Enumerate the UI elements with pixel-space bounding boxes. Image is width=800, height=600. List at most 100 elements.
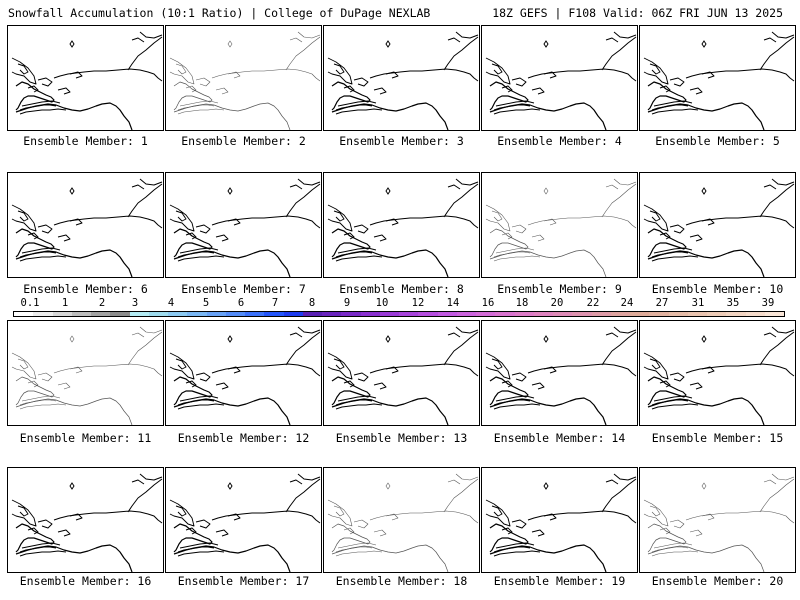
ensemble-map-panel [7, 172, 164, 278]
great-lakes-outline [643, 57, 715, 95]
colorbar-swatch [341, 312, 361, 316]
colorbar-swatch [283, 312, 303, 316]
diamond-marker-icon [385, 40, 391, 48]
diamond-marker-icon [69, 187, 75, 195]
diamond-marker-icon [227, 335, 233, 343]
colorbar-swatch [745, 312, 765, 316]
coastline [15, 228, 133, 277]
colorbar-swatch [437, 312, 457, 316]
ensemble-map-panel [323, 320, 480, 426]
snowfall-contour [19, 247, 67, 262]
colorbar-tick-label: 39 [761, 297, 775, 309]
colorbar-swatch [476, 312, 496, 316]
border-line [685, 473, 795, 524]
colorbar-swatch [379, 312, 399, 316]
ensemble-member-label: Ensemble Member: 15 [651, 431, 784, 445]
basemap-outline [169, 326, 321, 425]
great-lakes-outline [169, 352, 241, 390]
coastline [331, 81, 449, 130]
ensemble-member-label: Ensemble Member: 7 [181, 282, 306, 296]
coastline [331, 523, 449, 572]
colorbar-tick-label: 3 [131, 297, 139, 309]
diamond-marker-icon [227, 40, 233, 48]
colorbar-tick-label: 18 [515, 297, 529, 309]
colorbar-swatch [687, 312, 707, 316]
coastline [173, 523, 291, 572]
ensemble-member-label: Ensemble Member: 17 [177, 574, 310, 588]
snowfall-contour [177, 100, 225, 115]
coastline [647, 228, 765, 277]
border-line [369, 31, 479, 82]
ensemble-map-panel [481, 25, 638, 131]
basemap-outline [11, 473, 163, 572]
border-line [211, 326, 321, 377]
ensemble-map-panel [323, 172, 480, 278]
ensemble-member-label: Ensemble Member: 14 [493, 431, 626, 445]
diamond-marker-icon [227, 482, 233, 490]
colorbar-swatch [553, 312, 573, 316]
colorbar-swatch [322, 312, 342, 316]
great-lakes-outline [643, 499, 715, 537]
ensemble-member-label: Ensemble Member: 2 [181, 134, 306, 148]
diamond-marker-icon [385, 482, 391, 490]
border-line [527, 473, 637, 524]
basemap-outline [11, 326, 163, 425]
coastline [489, 376, 607, 425]
diamond-marker-icon [69, 482, 75, 490]
colorbar-swatch [764, 312, 784, 316]
great-lakes-outline [327, 352, 399, 390]
diamond-marker-icon [543, 40, 549, 48]
colorbar-swatch [495, 312, 515, 316]
diamond-marker-icon [543, 482, 549, 490]
diamond-marker-icon [543, 187, 549, 195]
basemap-outline [327, 326, 479, 425]
border-line [211, 178, 321, 229]
ensemble-member-label: Ensemble Member: 13 [335, 431, 468, 445]
colorbar-tick-label: 24 [620, 297, 634, 309]
colorbar-swatch [630, 312, 650, 316]
diamond-marker-icon [227, 187, 233, 195]
coastline [647, 376, 765, 425]
ensemble-map-panel [639, 467, 796, 573]
colorbar-tick-label: 8 [308, 297, 316, 309]
colorbar-swatch [245, 312, 265, 316]
basemap-outline [643, 31, 795, 130]
colorbar-swatch [649, 312, 669, 316]
map-title: Snowfall Accumulation (10:1 Ratio) | Col… [8, 6, 431, 20]
ensemble-member-label: Ensemble Member: 6 [23, 282, 148, 296]
border-line [527, 178, 637, 229]
ensemble-map-panel [165, 172, 322, 278]
basemap-outline [643, 326, 795, 425]
snowfall-contour [335, 395, 383, 410]
colorbar-swatch [610, 312, 630, 316]
colorbar-swatch [456, 312, 476, 316]
snowfall-contour [335, 100, 383, 115]
ensemble-map-panel [7, 320, 164, 426]
great-lakes-outline [11, 57, 83, 95]
colorbar-tick-label: 16 [481, 297, 495, 309]
great-lakes-outline [485, 204, 557, 242]
basemap-outline [485, 473, 637, 572]
coastline [15, 376, 133, 425]
great-lakes-outline [327, 57, 399, 95]
colorbar-tick-label: 0.1 [20, 297, 40, 309]
diamond-marker-icon [701, 482, 707, 490]
great-lakes-outline [327, 499, 399, 537]
colorbar-tick-label: 7 [271, 297, 279, 309]
colorbar-tick-label: 12 [411, 297, 425, 309]
border-line [211, 473, 321, 524]
diamond-marker-icon [543, 335, 549, 343]
border-line [527, 326, 637, 377]
ensemble-map-panel [481, 320, 638, 426]
snowfall-contour [651, 395, 699, 410]
snowfall-contour [493, 100, 541, 115]
colorbar-swatch [399, 312, 419, 316]
snowfall-contour [651, 100, 699, 115]
coastline [173, 376, 291, 425]
colorbar-swatch [264, 312, 284, 316]
colorbar-swatch [187, 312, 207, 316]
border-line [369, 326, 479, 377]
colorbar-swatch [668, 312, 688, 316]
great-lakes-outline [169, 57, 241, 95]
border-line [53, 473, 163, 524]
